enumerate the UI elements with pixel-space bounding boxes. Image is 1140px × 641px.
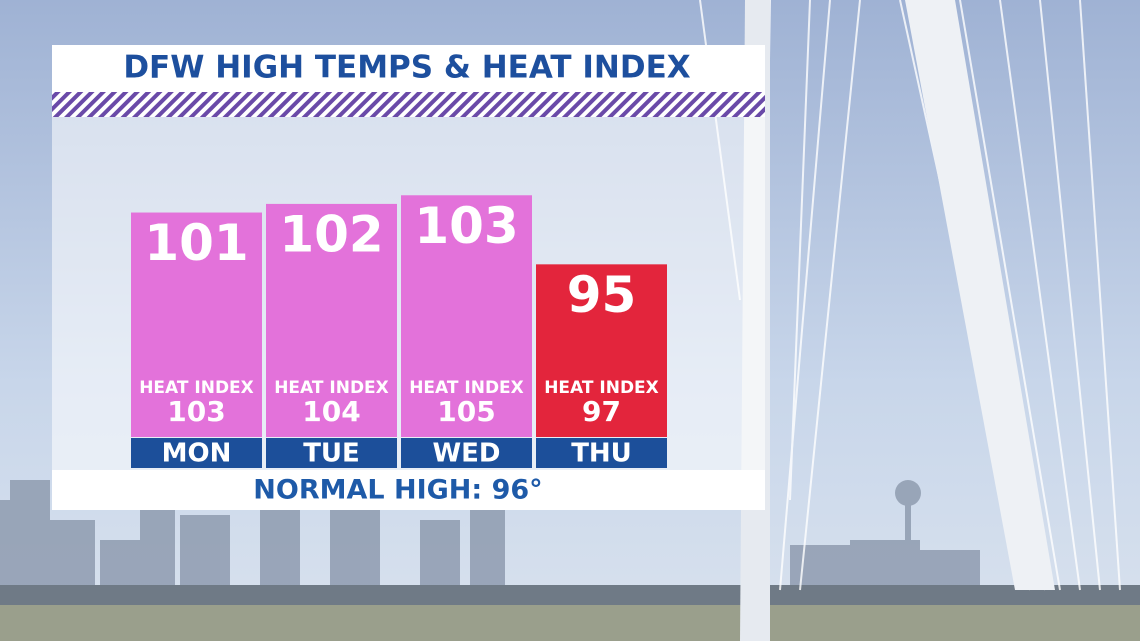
x-tick-label: WED	[432, 439, 500, 469]
heat-index-label: HEAT INDEX	[139, 378, 254, 398]
bar	[536, 264, 667, 437]
heat-index-label: HEAT INDEX	[274, 378, 389, 398]
title-box	[52, 45, 765, 92]
bar	[131, 212, 262, 437]
bar-value-label: 101	[144, 214, 248, 272]
ground	[0, 605, 1140, 641]
heat-index-value: 104	[302, 395, 360, 428]
bar-value-label: 95	[567, 266, 637, 324]
bar-value-label: 103	[414, 197, 518, 255]
bridge-pylon	[905, 0, 1055, 590]
day-band	[266, 438, 397, 468]
bar	[401, 195, 532, 437]
heat-index-value: 105	[437, 395, 495, 428]
heat-index-value: 97	[582, 395, 621, 428]
bar-value-label: 102	[279, 205, 383, 263]
note-box	[52, 470, 765, 510]
x-tick-label: THU	[571, 439, 632, 469]
bridge-deck	[0, 585, 1140, 605]
day-band	[401, 438, 532, 468]
bar	[266, 203, 397, 437]
normal-high-note: NORMAL HIGH: 96°	[253, 475, 542, 506]
heat-index-label: HEAT INDEX	[409, 378, 524, 398]
x-tick-label: TUE	[303, 439, 360, 469]
day-band	[131, 438, 262, 468]
heat-index-label: HEAT INDEX	[544, 378, 659, 398]
chart-title: DFW HIGH TEMPS & HEAT INDEX	[123, 50, 690, 86]
heat-index-value: 103	[167, 395, 225, 428]
day-band	[536, 438, 667, 468]
stripe-band	[52, 92, 765, 117]
x-tick-label: MON	[162, 439, 232, 469]
